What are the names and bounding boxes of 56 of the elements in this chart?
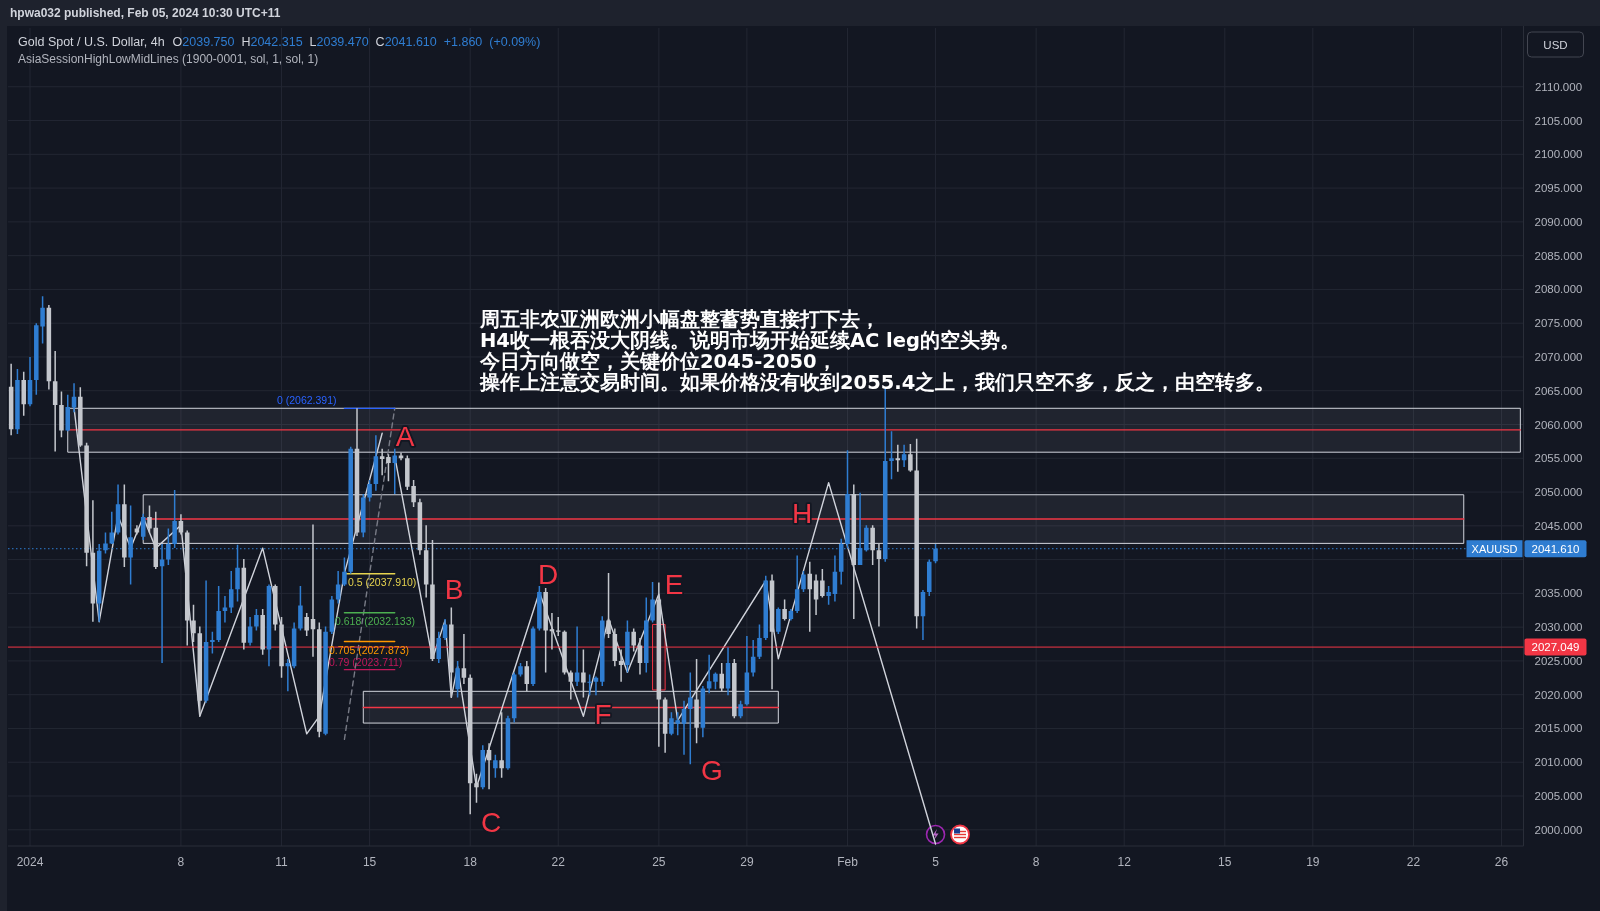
x-tick-label: Feb xyxy=(837,855,859,869)
ref-line-label: 2027.049 xyxy=(1531,641,1580,654)
x-tick-label: 25 xyxy=(652,855,666,869)
x-tick-label: 29 xyxy=(740,855,754,869)
y-tick-label: 2015.000 xyxy=(1534,722,1583,735)
y-tick-label: 2100.000 xyxy=(1534,148,1583,161)
y-tick-label: 2030.000 xyxy=(1534,621,1583,634)
x-tick-label: 15 xyxy=(362,855,377,869)
y-tick-label: 2095.000 xyxy=(1534,182,1583,195)
text: O2039.750 H2042.315 L2039.470 C2041.610 +1.860 (+0.09%) xyxy=(172,35,541,49)
y-tick-label: 2075.000 xyxy=(1534,317,1583,330)
y-tick-label: 2105.000 xyxy=(1534,114,1583,127)
x-tick-label: 26 xyxy=(1494,855,1509,869)
x-tick-label: 8 xyxy=(1032,855,1040,869)
y-tick-label: 2090.000 xyxy=(1534,215,1583,228)
y-tick-label: 2010.000 xyxy=(1534,756,1583,769)
y-tick-label: 2045.000 xyxy=(1534,519,1583,532)
text: Gold Spot / U.S. Dollar, 4h xyxy=(18,35,165,49)
x-tick-label: 12 xyxy=(1117,855,1132,869)
y-tick-label: 2035.000 xyxy=(1534,587,1583,600)
y-tick-label: 2005.000 xyxy=(1534,790,1583,803)
x-tick-label: 2024 xyxy=(16,855,44,869)
ref-line-label: 2041.610 xyxy=(1531,542,1580,555)
text: AsiaSessionHighLowMidLines (1900-0001, sol, 1, sol, 1) xyxy=(18,52,319,66)
annotation: D xyxy=(537,558,559,590)
series-label: 0 (2062.391) xyxy=(277,394,337,407)
y-tick-label: 2110.000 xyxy=(1534,80,1583,93)
y-tick-label: 2085.000 xyxy=(1534,249,1583,262)
y-tick-label: 2070.000 xyxy=(1534,350,1583,363)
text: hpwa032 published, Feb 05, 2024 10:30 UTC+11 xyxy=(10,6,281,20)
x-tick-label: 5 xyxy=(932,855,940,869)
x-tick-label: 11 xyxy=(275,855,289,869)
x-tick-label: 15 xyxy=(1218,855,1232,869)
annotation: G xyxy=(701,754,723,786)
annotation: F xyxy=(594,698,612,730)
y-tick-label: 2025.000 xyxy=(1534,654,1583,667)
y-tick-label: 2000.000 xyxy=(1534,823,1583,836)
y-tick-label: 2080.000 xyxy=(1534,283,1583,296)
annotation: C xyxy=(480,806,502,838)
x-tick-label: 18 xyxy=(463,855,478,869)
y-tick-label: 2050.000 xyxy=(1534,486,1583,499)
x-tick-label: 19 xyxy=(1306,855,1320,869)
annotation: 操作上注意交易时间。如果价格没有收到2055.4之上，我们只空不多，反之，由空转多。 xyxy=(479,371,1276,394)
x-tick-label: 22 xyxy=(551,855,566,869)
y-tick-label: 2065.000 xyxy=(1534,384,1583,397)
annotation: XAUUSD xyxy=(1471,542,1518,555)
y-tick-label: 2055.000 xyxy=(1534,452,1583,465)
annotation: A xyxy=(395,420,415,452)
x-tick-label: 8 xyxy=(177,855,185,869)
annotation: B xyxy=(444,573,464,605)
annotation: H4收一根吞没大阴线。说明市场开始延续AC leg的空头势。 xyxy=(480,329,1020,352)
text: USD xyxy=(1543,38,1568,51)
x-tick-label: 22 xyxy=(1406,855,1421,869)
y-tick-label: 2060.000 xyxy=(1534,418,1583,431)
y-tick-label: 2020.000 xyxy=(1534,688,1583,701)
annotation: E xyxy=(664,568,684,600)
